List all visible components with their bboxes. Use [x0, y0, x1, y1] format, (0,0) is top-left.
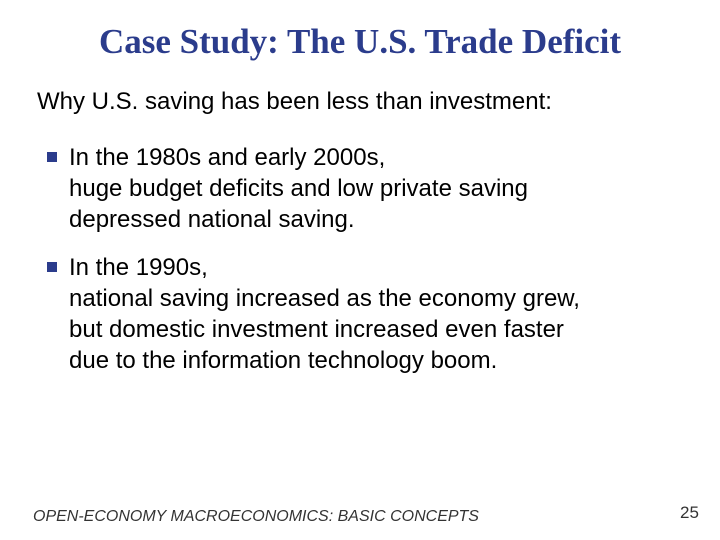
bullet-item: In the 1990s, national saving increased … — [47, 252, 707, 376]
square-bullet-icon — [47, 262, 57, 272]
bullet-line: depressed national saving. — [69, 206, 355, 233]
bullet-item: In the 1980s and early 2000s, huge budge… — [47, 142, 707, 235]
slide-footer: OPEN-ECONOMY MACROECONOMICS: BASIC CONCE… — [33, 508, 479, 525]
bullet-line: In the 1990s, — [69, 254, 208, 281]
square-bullet-icon — [47, 152, 57, 162]
bullet-line: huge budget deficits and low private sav… — [69, 175, 528, 202]
slide-subtitle: Why U.S. saving has been less than inves… — [37, 88, 552, 115]
bullet-line: due to the information technology boom. — [69, 347, 498, 374]
bullet-line: national saving increased as the economy… — [69, 285, 580, 312]
page-number: 25 — [680, 503, 699, 522]
bullet-line: but domestic investment increased even f… — [69, 316, 564, 343]
slide-title: Case Study: The U.S. Trade Deficit — [98, 22, 622, 61]
bullet-line: In the 1980s and early 2000s, — [69, 144, 386, 171]
bullet-list: In the 1980s and early 2000s, huge budge… — [47, 142, 707, 393]
